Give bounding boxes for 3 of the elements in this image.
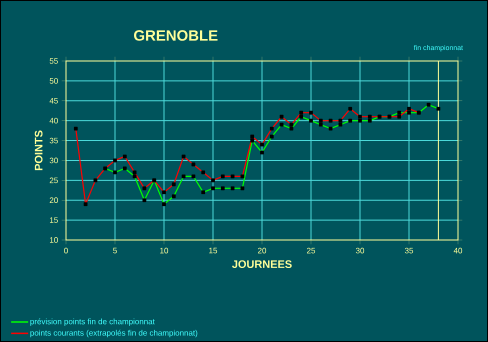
y-axis-title: POINTS	[34, 130, 43, 170]
x-axis-title: JOURNEES	[232, 260, 292, 268]
chart-title: GRENOBLE	[134, 30, 218, 41]
